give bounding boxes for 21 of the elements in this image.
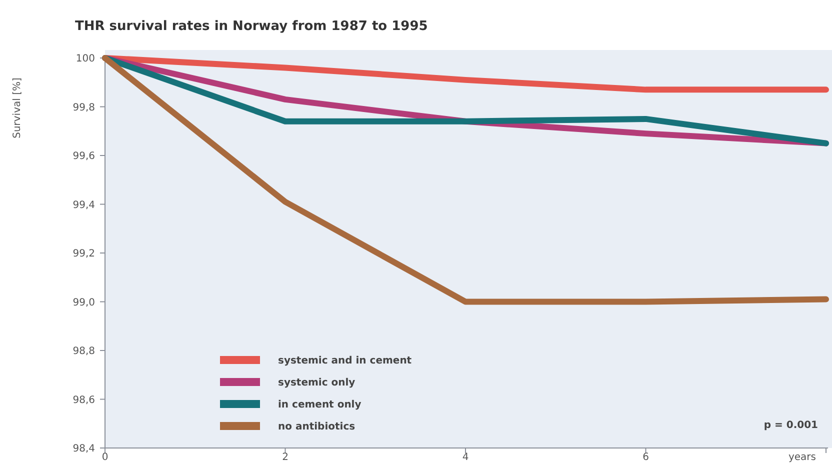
y-tick-label: 99,6 [72, 151, 95, 162]
x-tick-label: 0 [102, 452, 108, 464]
x-tick-label: 6 [642, 452, 649, 464]
legend-label: no antibiotics [278, 422, 356, 432]
chart-title: THR survival rates in Norway from 1987 to 1995 [75, 19, 428, 34]
y-tick-label: 99,8 [72, 102, 95, 114]
y-tick-label: 98,8 [72, 346, 95, 357]
y-tick-label: 100 [76, 54, 95, 64]
x-tick-label: 2 [282, 452, 288, 464]
legend-label: in cement only [278, 400, 362, 410]
y-tick-label: 99,2 [72, 248, 95, 260]
legend-label: systemic and in cement [278, 356, 412, 366]
x-axis-title: years [788, 452, 816, 464]
y-axis-title: Survival [%] [12, 78, 23, 138]
y-tick-label: 99,4 [72, 200, 95, 211]
legend-label: systemic only [278, 378, 356, 388]
x-tick-label: 4 [462, 452, 469, 464]
y-tick-label: 98,6 [72, 394, 95, 406]
y-tick-label: 98,4 [72, 444, 95, 454]
annotation: p = 0.001 [764, 420, 818, 431]
y-tick-label: 99,0 [72, 297, 95, 308]
